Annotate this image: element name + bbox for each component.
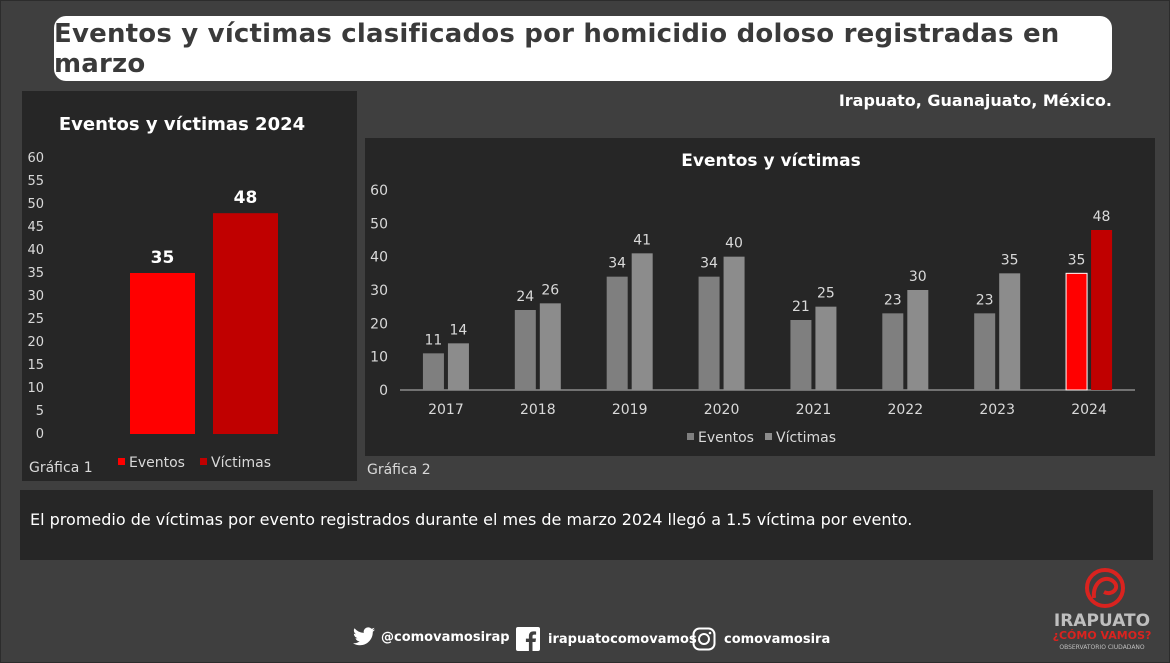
chart2-xtick-label: 2022 [887,402,923,418]
chart2-data-label: 25 [817,286,835,302]
chart2-xtick-label: 2021 [796,402,832,418]
chart2-bar [447,343,469,390]
chart2-ytick-label: 20 [370,316,388,332]
chart2-bar [1091,230,1113,390]
facebook-handle[interactable]: irapuatocomovamos [516,627,697,651]
chart2-xtick-label: 2017 [428,402,464,418]
facebook-label: irapuatocomovamos [548,631,697,647]
chart1-ytick-label: 30 [27,289,44,304]
chart2-bar [882,313,904,390]
chart2-data-label: 23 [884,292,902,308]
chart2-bar [606,276,628,390]
chart2-ytick-label: 30 [370,283,388,299]
chart2-ytick-label: 0 [379,383,388,399]
irapuato-logo-icon: IRAPUATO ¿CÓMO VAMOS? OBSERVATORIO CIUDA… [1053,568,1152,651]
chart1-legend-swatch [200,458,207,465]
chart2-bar [631,253,653,390]
chart1-ytick-label: 5 [36,404,44,419]
logo-line1: IRAPUATO [1054,611,1150,631]
chart2-bar [815,306,837,390]
chart1-ytick-label: 45 [27,220,44,235]
chart2-data-label: 21 [792,299,810,315]
chart2-ytick-label: 10 [370,350,388,366]
chart1-bar [130,273,195,434]
chart1-bar [213,213,278,434]
chart2-data-label: 11 [425,332,443,348]
chart1-ytick-label: 60 [27,151,44,166]
chart2-bar [790,320,812,390]
chart1-title: Eventos y víctimas 2024 [59,114,305,135]
chart2-ytick-label: 50 [370,216,388,232]
irapuato-logo: IRAPUATO ¿CÓMO VAMOS? OBSERVATORIO CIUDA… [1044,566,1164,656]
chart1-caption: Gráfica 1 [29,460,93,476]
twitter-label: @comovamosirap [381,629,510,645]
title-banner: Eventos y víctimas clasificados por homi… [54,16,1112,81]
chart2-xtick-label: 2019 [612,402,648,418]
chart2-bar [723,256,745,390]
chart2-bar [974,313,996,390]
chart2-data-label: 26 [541,282,559,298]
chart2-data-label: 41 [633,232,651,248]
chart2-xtick-label: 2020 [704,402,740,418]
chart2-xtick-label: 2023 [979,402,1015,418]
chart1-legend-swatch [118,458,125,465]
location-label: Irapuato, Guanajuato, México. [838,91,1112,110]
chart2-xtick-label: 2018 [520,402,556,418]
summary-text: El promedio de víctimas por evento regis… [30,510,913,529]
chart2-bar [698,276,720,390]
twitter-handle[interactable]: @comovamosirap [352,627,510,647]
logo-line2: ¿CÓMO VAMOS? [1053,629,1152,642]
chart1-ytick-label: 35 [27,266,44,281]
instagram-label: comovamosira [724,631,831,647]
chart1-ytick-label: 0 [36,427,44,442]
chart1-ytick-label: 15 [27,358,44,373]
chart2-legend-label: Víctimas [776,430,836,446]
chart2-caption: Gráfica 2 [367,462,431,478]
chart1-ytick-label: 50 [27,197,44,212]
chart2-data-label: 30 [909,269,927,285]
chart1-panel: Eventos y víctimas 2024 0 5 10 15 20 25 30 35 40… [22,91,357,481]
chart2-data-label: 35 [1001,252,1019,268]
chart2-panel: Eventos y víctimas 0 10 20 30 40 50 60 11 14 24 2… [365,138,1155,456]
chart2-bar [907,290,929,390]
chart1-ytick-label: 55 [27,174,44,189]
chart1-ytick-label: 40 [27,243,44,258]
chart2-data-label: 24 [516,289,534,305]
chart2-title: Eventos y víctimas [681,151,860,171]
chart1-data-label: 35 [151,248,175,268]
chart2-ytick-label: 40 [370,250,388,266]
facebook-icon [516,627,540,651]
chart2-data-label: 34 [608,256,626,272]
instagram-handle[interactable]: comovamosira [692,627,830,651]
chart2-data-label: 35 [1068,252,1086,268]
twitter-icon [353,627,375,646]
chart2-ytick-label: 60 [370,183,388,199]
chart2-bar [539,303,561,390]
summary-panel: El promedio de víctimas por evento regis… [20,490,1153,560]
chart1-legend-label: Víctimas [211,455,271,471]
chart2-bar [999,273,1021,390]
chart1-legend-label: Eventos [129,455,185,471]
chart1-ytick-label: 10 [27,381,44,396]
chart1-ytick-label: 20 [27,335,44,350]
chart2-legend-swatch [687,433,694,440]
instagram-icon [692,627,716,651]
chart2-legend-label: Eventos [698,430,754,446]
chart2-bar [514,310,536,390]
chart1-ytick-label: 25 [27,312,44,327]
chart2-bar [1065,272,1088,391]
chart2-xtick-label: 2024 [1071,402,1107,418]
chart1-svg: Eventos y víctimas 2024 0 5 10 15 20 25 30 35 40… [27,114,305,471]
chart2-bar [422,353,444,390]
chart2-data-label: 34 [700,256,718,272]
chart2-svg: Eventos y víctimas 0 10 20 30 40 50 60 11 14 24 2… [370,151,1135,446]
page-title: Eventos y víctimas clasificados por homi… [54,18,1060,79]
chart2-data-label: 14 [450,322,468,338]
chart1-data-label: 48 [234,188,258,208]
chart2-data-label: 40 [725,236,743,252]
logo-line3: OBSERVATORIO CIUDADANO [1059,644,1145,651]
chart2-data-label: 48 [1093,209,1111,225]
chart2-data-label: 23 [976,292,994,308]
chart2-legend-swatch [765,433,772,440]
